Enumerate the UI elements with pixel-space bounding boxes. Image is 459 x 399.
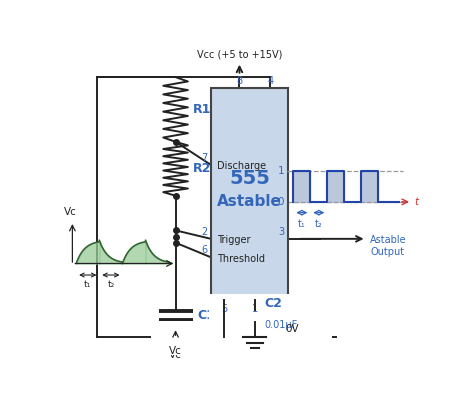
Text: C1: C1 bbox=[197, 309, 215, 322]
Text: 1: 1 bbox=[278, 166, 284, 176]
Bar bbox=[151, 321, 213, 360]
Text: 6: 6 bbox=[201, 245, 207, 255]
Text: 5: 5 bbox=[221, 304, 227, 314]
Text: 0.01μF: 0.01μF bbox=[264, 320, 297, 330]
Text: 8: 8 bbox=[236, 75, 242, 86]
Text: 7: 7 bbox=[201, 152, 207, 163]
Text: 1: 1 bbox=[246, 303, 252, 313]
Text: C2: C2 bbox=[271, 298, 289, 311]
Text: Astable
Output: Astable Output bbox=[370, 235, 407, 257]
Bar bbox=[211, 88, 288, 300]
Text: Vc: Vc bbox=[64, 207, 77, 217]
Text: t: t bbox=[414, 197, 419, 207]
Text: 555: 555 bbox=[229, 169, 270, 188]
Text: 3: 3 bbox=[278, 227, 284, 237]
Text: t₂: t₂ bbox=[107, 280, 114, 289]
Text: Vcc (+5 to +15V): Vcc (+5 to +15V) bbox=[197, 49, 282, 59]
Text: t₁: t₁ bbox=[84, 280, 91, 289]
Text: 0: 0 bbox=[278, 197, 284, 207]
Text: C2: C2 bbox=[264, 297, 282, 310]
Text: t₂: t₂ bbox=[315, 219, 323, 229]
Text: Vc: Vc bbox=[169, 346, 182, 356]
Text: 4: 4 bbox=[267, 75, 274, 86]
Text: R1: R1 bbox=[192, 103, 211, 116]
Text: 2: 2 bbox=[201, 227, 207, 237]
Text: Discharge: Discharge bbox=[217, 162, 266, 172]
Text: 5: 5 bbox=[214, 303, 220, 313]
Text: Astable: Astable bbox=[217, 194, 282, 209]
Text: Trigger: Trigger bbox=[217, 235, 251, 245]
Bar bbox=[209, 294, 332, 356]
Text: 0V: 0V bbox=[285, 324, 299, 334]
Text: t₁: t₁ bbox=[298, 219, 306, 229]
Text: Vc: Vc bbox=[169, 350, 182, 360]
Text: 0.01μF: 0.01μF bbox=[271, 320, 304, 330]
Text: 0V: 0V bbox=[305, 324, 319, 334]
Text: Threshold: Threshold bbox=[217, 254, 265, 264]
Text: 1: 1 bbox=[252, 304, 258, 314]
Text: R2: R2 bbox=[192, 162, 211, 175]
